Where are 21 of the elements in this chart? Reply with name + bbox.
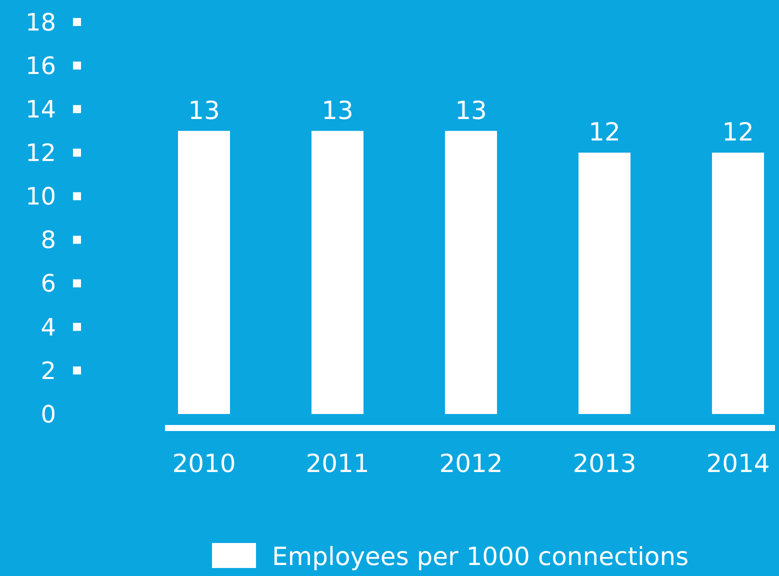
y-tick-label: 12 — [25, 139, 56, 168]
x-tick-label: 2012 — [439, 449, 503, 478]
y-tick-label: 18 — [25, 8, 56, 36]
data-label: 13 — [188, 96, 220, 125]
legend-label: Employees per 1000 connections — [272, 542, 689, 571]
x-tick-label: 2010 — [172, 449, 236, 478]
y-tick-label: 16 — [25, 52, 56, 80]
data-label: 12 — [588, 118, 620, 147]
data-label: 12 — [722, 118, 754, 147]
y-tick-label: 6 — [40, 270, 56, 298]
data-label: 13 — [455, 96, 487, 125]
y-tick-label: 8 — [40, 226, 56, 254]
data-label: 13 — [322, 96, 354, 125]
y-tick-label: 14 — [25, 96, 56, 124]
y-tick-label: 4 — [40, 313, 56, 342]
y-tick-label: 10 — [25, 182, 56, 211]
y-tick-label: 0 — [40, 400, 56, 428]
y-tick-label: 2 — [40, 356, 56, 385]
x-tick-label: 2011 — [306, 449, 370, 478]
x-tick-label: 2014 — [706, 449, 770, 478]
x-tick-label: 2013 — [572, 449, 636, 478]
